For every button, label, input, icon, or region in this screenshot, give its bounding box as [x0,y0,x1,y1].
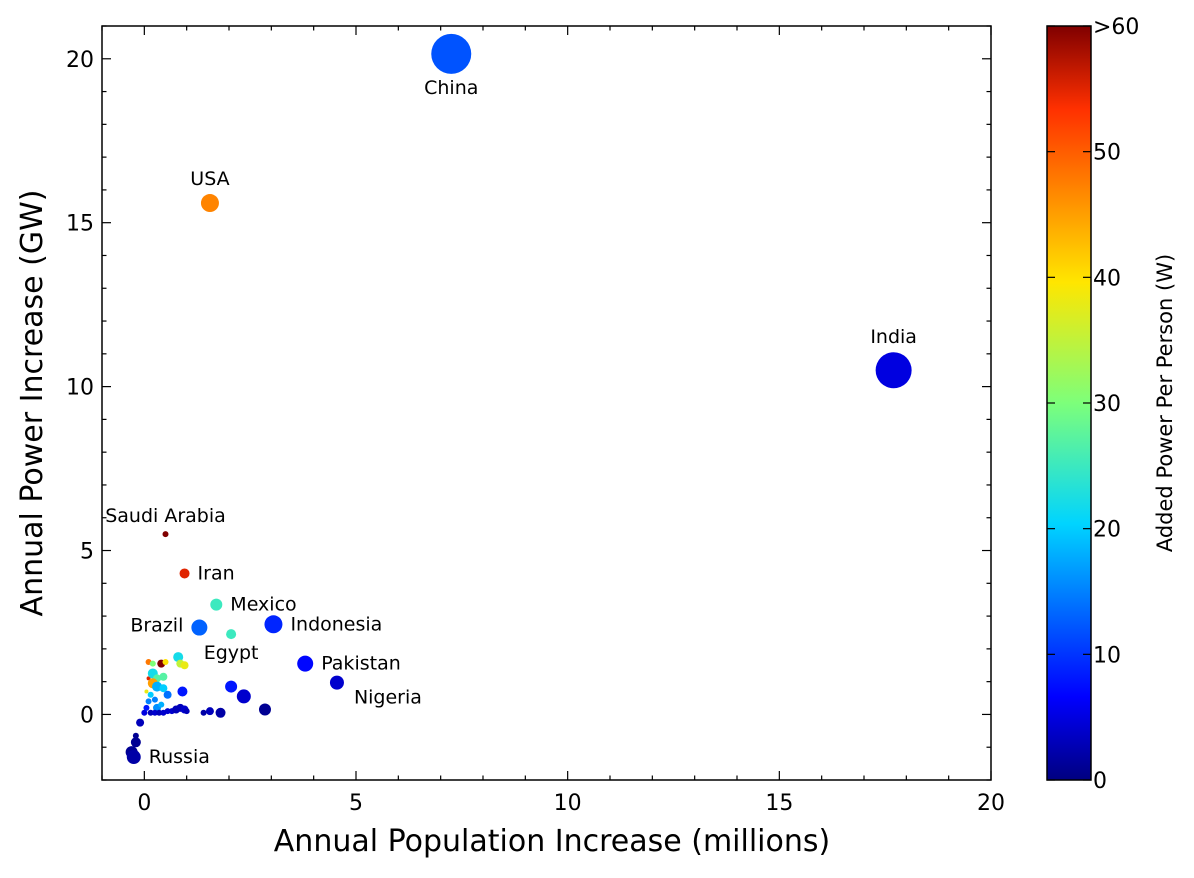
point-label: Egypt [204,642,259,664]
data-point [149,660,156,667]
data-point [151,709,158,716]
colorbar-ticks: 0 10 20 30 40 50 >60 [1047,15,1139,794]
data-point [179,568,190,579]
plot-area-frame [101,25,992,781]
data-point [180,661,189,670]
point-label: Saudi Arabia [105,505,226,527]
data-point [258,703,271,716]
point-label: China [424,77,478,99]
data-point [177,686,188,697]
y-tick-label: 0 [80,703,94,728]
data-point [136,718,145,727]
data-points [125,33,912,765]
colorbar-tick-label: 20 [1093,518,1121,543]
point-label: USA [190,168,229,190]
data-point [145,698,152,705]
y-tick-label: 5 [80,540,94,565]
y-tick-label: 10 [66,376,94,401]
colorbar-tick-label: 50 [1093,141,1121,166]
data-point [159,684,168,693]
data-point [141,709,148,716]
data-point [144,689,149,694]
x-tick-label: 5 [349,791,363,816]
data-point [210,598,223,611]
data-point [130,737,141,748]
data-point [164,708,171,715]
point-labels: China India USA Saudi Arabia Iran MexicoIndon… [105,77,917,768]
colorbar-tick-label: >60 [1093,15,1139,40]
data-point [191,619,208,636]
x-axis-label: Annual Population Increase (millions) [274,824,830,859]
data-point [236,689,251,704]
data-point [132,732,139,739]
y-tick-label: 20 [66,48,94,73]
x-tick-label: 0 [137,791,151,816]
data-point [158,701,165,708]
data-point [159,672,168,681]
axis-ticks [101,25,992,781]
data-point [329,675,344,690]
data-point [147,691,154,698]
point-label: Brazil [130,615,183,637]
data-point [143,704,150,711]
data-point [156,709,163,716]
data-point [151,696,158,703]
tick-labels: 0 5 10 15 20 0 5 10 15 20 [66,48,1005,816]
data-point [146,676,151,681]
data-point [183,708,190,715]
data-point [215,707,226,718]
colorbar-label: Added Power Per Person (W) [1153,254,1177,552]
data-point [126,750,141,765]
point-label: India [870,326,917,348]
data-point [162,531,169,538]
data-point [297,655,314,672]
data-point [226,629,237,640]
x-tick-label: 15 [765,791,793,816]
data-point [205,707,214,716]
data-point [163,690,172,699]
point-label: Russia [149,746,210,768]
point-label: Indonesia [290,613,382,635]
y-axis-label: Annual Power Increase (GW) [15,190,50,617]
data-point [431,33,472,74]
data-point [264,615,283,634]
data-point [225,680,238,693]
data-point [162,658,169,665]
x-tick-label: 20 [977,791,1005,816]
colorbar-tick-label: 0 [1093,769,1107,794]
point-label: Nigeria [354,687,422,709]
point-label: Mexico [230,594,296,616]
data-point [200,194,219,213]
point-label: Iran [198,562,235,584]
point-label: Pakistan [321,653,401,675]
data-point [147,709,154,716]
y-tick-label: 15 [66,212,94,237]
data-point [173,652,184,663]
data-point [875,352,912,389]
colorbar-tick-label: 10 [1093,643,1121,668]
colorbar-tick-label: 30 [1093,392,1121,417]
colorbar-tick-label: 40 [1093,266,1121,291]
x-tick-label: 10 [554,791,582,816]
data-point [200,709,207,716]
